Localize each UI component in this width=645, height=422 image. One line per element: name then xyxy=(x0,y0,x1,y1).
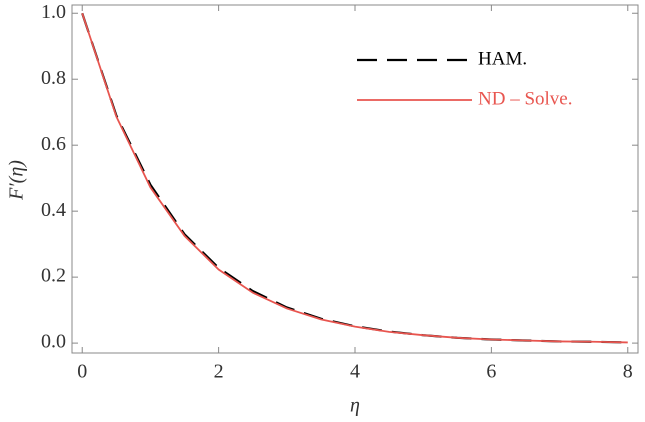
x-tick-label: 4 xyxy=(350,361,360,383)
y-axis-label: F′(η) xyxy=(6,160,28,201)
x-tick-label: 0 xyxy=(77,361,87,383)
y-tick-label: 1.0 xyxy=(41,1,66,23)
series-line xyxy=(81,12,628,344)
y-tick-label: 0.0 xyxy=(41,331,66,353)
x-axis-label: η xyxy=(350,395,360,417)
y-tick-label: 0.2 xyxy=(41,265,66,287)
series-line xyxy=(81,12,628,344)
legend-label: HAM. xyxy=(478,48,527,69)
x-tick-label: 8 xyxy=(623,361,633,383)
y-tick-label: 0.8 xyxy=(41,67,66,89)
x-tick-label: 6 xyxy=(486,361,496,383)
x-tick-label: 2 xyxy=(214,361,224,383)
legend-label: ND – Solve. xyxy=(478,88,572,109)
plot-frame xyxy=(71,4,639,354)
y-tick-label: 0.6 xyxy=(41,133,66,155)
y-tick-label: 0.4 xyxy=(41,199,66,221)
